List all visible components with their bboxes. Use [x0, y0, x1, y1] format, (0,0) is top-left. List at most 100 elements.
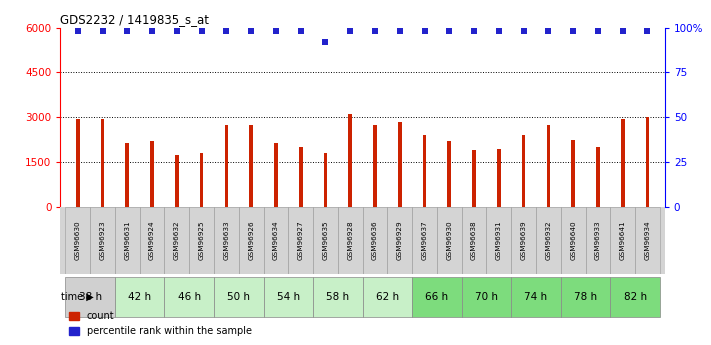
Text: time ▶: time ▶ — [61, 292, 94, 302]
Bar — [461, 207, 486, 274]
Bar — [387, 207, 412, 274]
Point — [122, 28, 133, 34]
Point — [270, 28, 282, 34]
Text: GSM96933: GSM96933 — [595, 221, 601, 260]
Text: GSM96639: GSM96639 — [520, 221, 527, 260]
Bar — [621, 119, 624, 207]
Bar — [571, 140, 575, 207]
Text: GSM96924: GSM96924 — [149, 221, 155, 260]
Bar — [76, 119, 80, 207]
Bar — [561, 207, 586, 274]
Text: GSM96636: GSM96636 — [372, 221, 378, 260]
Point — [617, 28, 629, 34]
Point — [146, 28, 158, 34]
Text: GSM96635: GSM96635 — [323, 221, 328, 260]
Bar — [486, 207, 511, 274]
Point — [171, 28, 183, 34]
Point — [369, 28, 380, 34]
Text: 78 h: 78 h — [574, 292, 597, 302]
Point — [97, 28, 108, 34]
Bar — [164, 277, 214, 317]
Point — [245, 28, 257, 34]
Bar — [461, 277, 511, 317]
Point — [345, 28, 356, 34]
Bar — [65, 277, 115, 317]
Text: 70 h: 70 h — [475, 292, 498, 302]
Text: GSM96930: GSM96930 — [447, 221, 452, 260]
Bar — [115, 207, 139, 274]
Bar — [497, 149, 501, 207]
Bar — [610, 207, 635, 274]
Point — [567, 28, 579, 34]
Bar — [125, 143, 129, 207]
Text: 50 h: 50 h — [228, 292, 250, 302]
Text: 38 h: 38 h — [79, 292, 102, 302]
Text: GSM96927: GSM96927 — [298, 221, 304, 260]
Bar — [586, 207, 610, 274]
Point — [419, 28, 430, 34]
Bar — [596, 147, 600, 207]
Text: GSM96634: GSM96634 — [273, 221, 279, 260]
Bar — [200, 153, 203, 207]
Bar — [150, 141, 154, 207]
Text: GSM96931: GSM96931 — [496, 221, 502, 260]
Text: GSM96630: GSM96630 — [75, 221, 81, 260]
Bar — [250, 125, 253, 207]
Point — [493, 28, 505, 34]
Bar — [313, 207, 338, 274]
Bar — [239, 207, 264, 274]
Bar — [299, 147, 303, 207]
Text: GSM96928: GSM96928 — [347, 221, 353, 260]
Text: GSM96641: GSM96641 — [620, 221, 626, 260]
Text: GSM96925: GSM96925 — [198, 221, 205, 260]
Text: GSM96934: GSM96934 — [644, 221, 651, 260]
Point — [542, 28, 554, 34]
Bar — [522, 135, 525, 207]
Text: GSM96640: GSM96640 — [570, 221, 576, 260]
Point — [592, 28, 604, 34]
Text: 66 h: 66 h — [425, 292, 449, 302]
Point — [394, 28, 405, 34]
Point — [320, 39, 331, 45]
Legend: count, percentile rank within the sample: count, percentile rank within the sample — [65, 307, 255, 340]
Text: GSM96932: GSM96932 — [545, 221, 551, 260]
Bar — [164, 207, 189, 274]
Bar — [189, 207, 214, 274]
Bar — [90, 207, 115, 274]
Text: GSM96926: GSM96926 — [248, 221, 254, 260]
Point — [220, 28, 232, 34]
Text: GSM96923: GSM96923 — [100, 221, 105, 260]
Bar — [101, 119, 105, 207]
Bar — [338, 207, 363, 274]
Point — [642, 28, 653, 34]
Bar — [175, 155, 178, 207]
Point — [72, 28, 83, 34]
Bar — [214, 207, 239, 274]
Bar — [214, 277, 264, 317]
Text: 62 h: 62 h — [376, 292, 399, 302]
Text: 82 h: 82 h — [624, 292, 646, 302]
Bar — [313, 277, 363, 317]
Bar — [139, 207, 164, 274]
Bar — [437, 207, 461, 274]
Bar — [65, 207, 90, 274]
Text: 42 h: 42 h — [128, 292, 151, 302]
Text: GSM96638: GSM96638 — [471, 221, 477, 260]
Text: GSM96929: GSM96929 — [397, 221, 402, 260]
Bar — [646, 117, 649, 207]
Bar — [472, 150, 476, 207]
Bar — [511, 277, 561, 317]
Text: GSM96633: GSM96633 — [223, 221, 230, 260]
Bar — [288, 207, 313, 274]
Bar — [447, 141, 451, 207]
Point — [469, 28, 480, 34]
Bar — [363, 207, 387, 274]
Bar — [274, 143, 278, 207]
Point — [295, 28, 306, 34]
Bar — [635, 207, 660, 274]
Text: 58 h: 58 h — [326, 292, 349, 302]
Bar — [412, 207, 437, 274]
Point — [196, 28, 208, 34]
Bar — [225, 125, 228, 207]
Text: GDS2232 / 1419835_s_at: GDS2232 / 1419835_s_at — [60, 13, 210, 27]
